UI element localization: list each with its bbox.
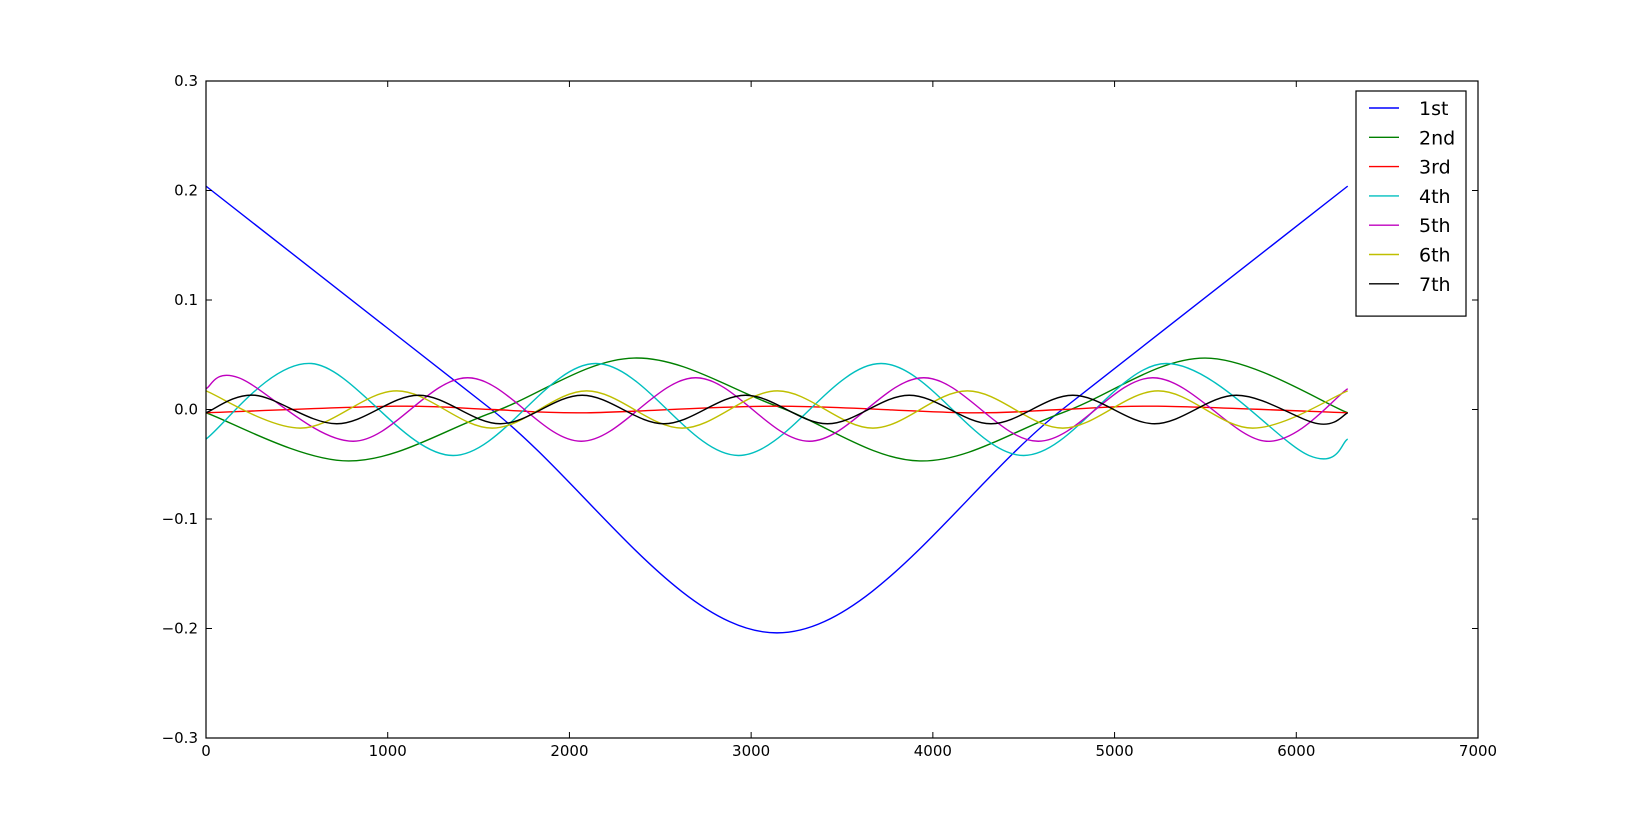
x-tick-label: 6000 — [1277, 742, 1315, 760]
y-tick-label: −0.2 — [162, 620, 198, 638]
legend-label-7th: 7th — [1419, 274, 1451, 296]
y-tick-label: 0.2 — [174, 182, 198, 200]
x-tick-label: 5000 — [1095, 742, 1133, 760]
legend-box — [1355, 90, 1467, 317]
legend-label-1st: 1st — [1419, 98, 1448, 120]
y-tick-label: 0.0 — [174, 401, 198, 419]
legend: 1st 2nd 3rd 4th 5th 6th 7th — [1355, 90, 1467, 317]
y-tick-label: 0.3 — [174, 72, 198, 90]
y-tick-label: −0.3 — [162, 729, 198, 747]
x-tick-label: 2000 — [550, 742, 588, 760]
x-tick-label: 1000 — [369, 742, 407, 760]
legend-label-4th: 4th — [1419, 186, 1451, 208]
series-line-1st — [205, 185, 1349, 634]
series-lines — [205, 185, 1349, 634]
x-tick-label: 4000 — [914, 742, 952, 760]
series-line-6th — [205, 390, 1348, 429]
series-line-5th — [205, 374, 1349, 442]
series-line-7th — [205, 394, 1349, 425]
x-tick-label: 0 — [201, 742, 211, 760]
y-tick-label: 0.1 — [174, 291, 198, 309]
series-line-3rd — [205, 405, 1348, 414]
x-tick-label: 3000 — [732, 742, 770, 760]
y-tick-label: −0.1 — [162, 510, 198, 528]
legend-label-6th: 6th — [1419, 245, 1451, 267]
legend-label-5th: 5th — [1419, 215, 1451, 237]
y-axis: −0.3 −0.2 −0.1 0.0 0.1 0.2 0.3 — [162, 72, 1478, 747]
x-tick-label: 7000 — [1459, 742, 1497, 760]
legend-label-3rd: 3rd — [1419, 157, 1451, 179]
series-line-4th — [205, 362, 1349, 460]
legend-label-2nd: 2nd — [1419, 127, 1455, 149]
x-axis: 0 1000 2000 3000 4000 5000 6000 7000 — [201, 81, 1497, 760]
